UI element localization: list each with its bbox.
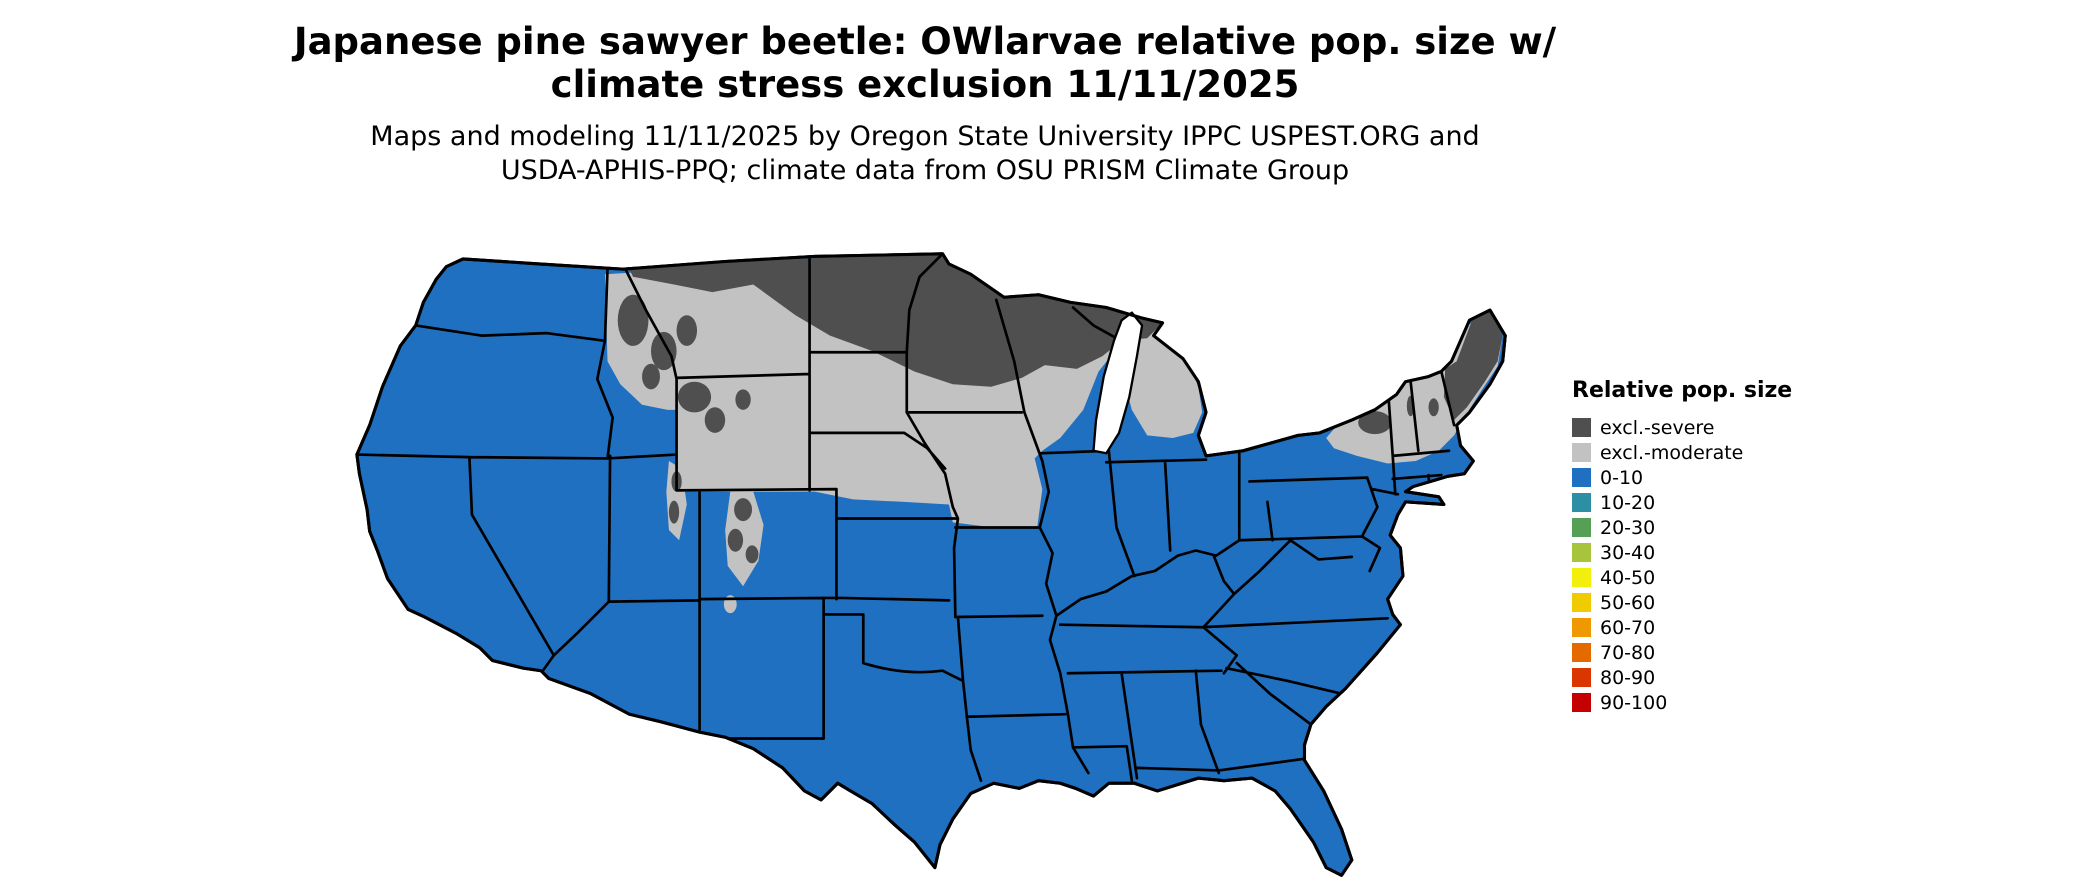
legend-item: 80-90 [1572,665,1792,690]
conus-outline [355,252,1507,877]
lake-michigan [1092,311,1144,455]
subtitle-line-2: USDA-APHIS-PPQ; climate data from OSU PR… [500,155,1350,186]
legend-label: 20-30 [1600,516,1656,539]
page-title: Japanese pine sawyer beetle: OWlarvae re… [0,20,1850,106]
legend-swatch [1572,418,1591,437]
legend-swatch [1572,543,1591,562]
legend-label: excl.-severe [1600,416,1715,439]
legend-item: 30-40 [1572,540,1792,565]
page-subtitle: Maps and modeling 11/11/2025 by Oregon S… [0,120,1850,188]
title-line-2: climate stress exclusion 11/11/2025 [550,63,1300,106]
map-svg [355,252,1507,877]
legend-swatch [1572,443,1591,462]
legend-item: 20-30 [1572,515,1792,540]
legend-label: 30-40 [1600,541,1656,564]
legend-item: excl.-moderate [1572,440,1792,465]
legend-swatch [1572,618,1591,637]
legend-label: 10-20 [1600,491,1656,514]
legend-label: 90-100 [1600,691,1668,714]
legend-label: 80-90 [1600,666,1656,689]
map-legend: Relative pop. size excl.-severe excl.-mo… [1572,378,1792,715]
legend-label: 50-60 [1600,591,1656,614]
legend-item: 40-50 [1572,565,1792,590]
legend-label: 70-80 [1600,641,1656,664]
legend-label: 60-70 [1600,616,1656,639]
legend-items: excl.-severe excl.-moderate 0-10 10-20 2… [1572,415,1792,715]
legend-item: 70-80 [1572,640,1792,665]
legend-swatch [1572,593,1591,612]
title-line-1: Japanese pine sawyer beetle: OWlarvae re… [293,20,1557,63]
legend-item: 10-20 [1572,490,1792,515]
legend-swatch [1572,493,1591,512]
legend-swatch [1572,518,1591,537]
legend-label: 0-10 [1600,466,1644,489]
us-choropleth-map [303,218,1531,883]
legend-swatch [1572,668,1591,687]
legend-item: excl.-severe [1572,415,1792,440]
legend-item: 60-70 [1572,615,1792,640]
legend-label: 40-50 [1600,566,1656,589]
excl-severe-layer [617,253,1503,564]
legend-title: Relative pop. size [1572,378,1793,403]
legend-swatch [1572,568,1591,587]
legend-item: 0-10 [1572,465,1792,490]
subtitle-line-1: Maps and modeling 11/11/2025 by Oregon S… [370,121,1480,152]
legend-item: 50-60 [1572,590,1792,615]
legend-label: excl.-moderate [1600,441,1744,464]
legend-swatch [1572,643,1591,662]
legend-swatch [1572,693,1591,712]
state-borders [356,253,1456,783]
legend-item: 90-100 [1572,690,1792,715]
legend-swatch [1572,468,1591,487]
